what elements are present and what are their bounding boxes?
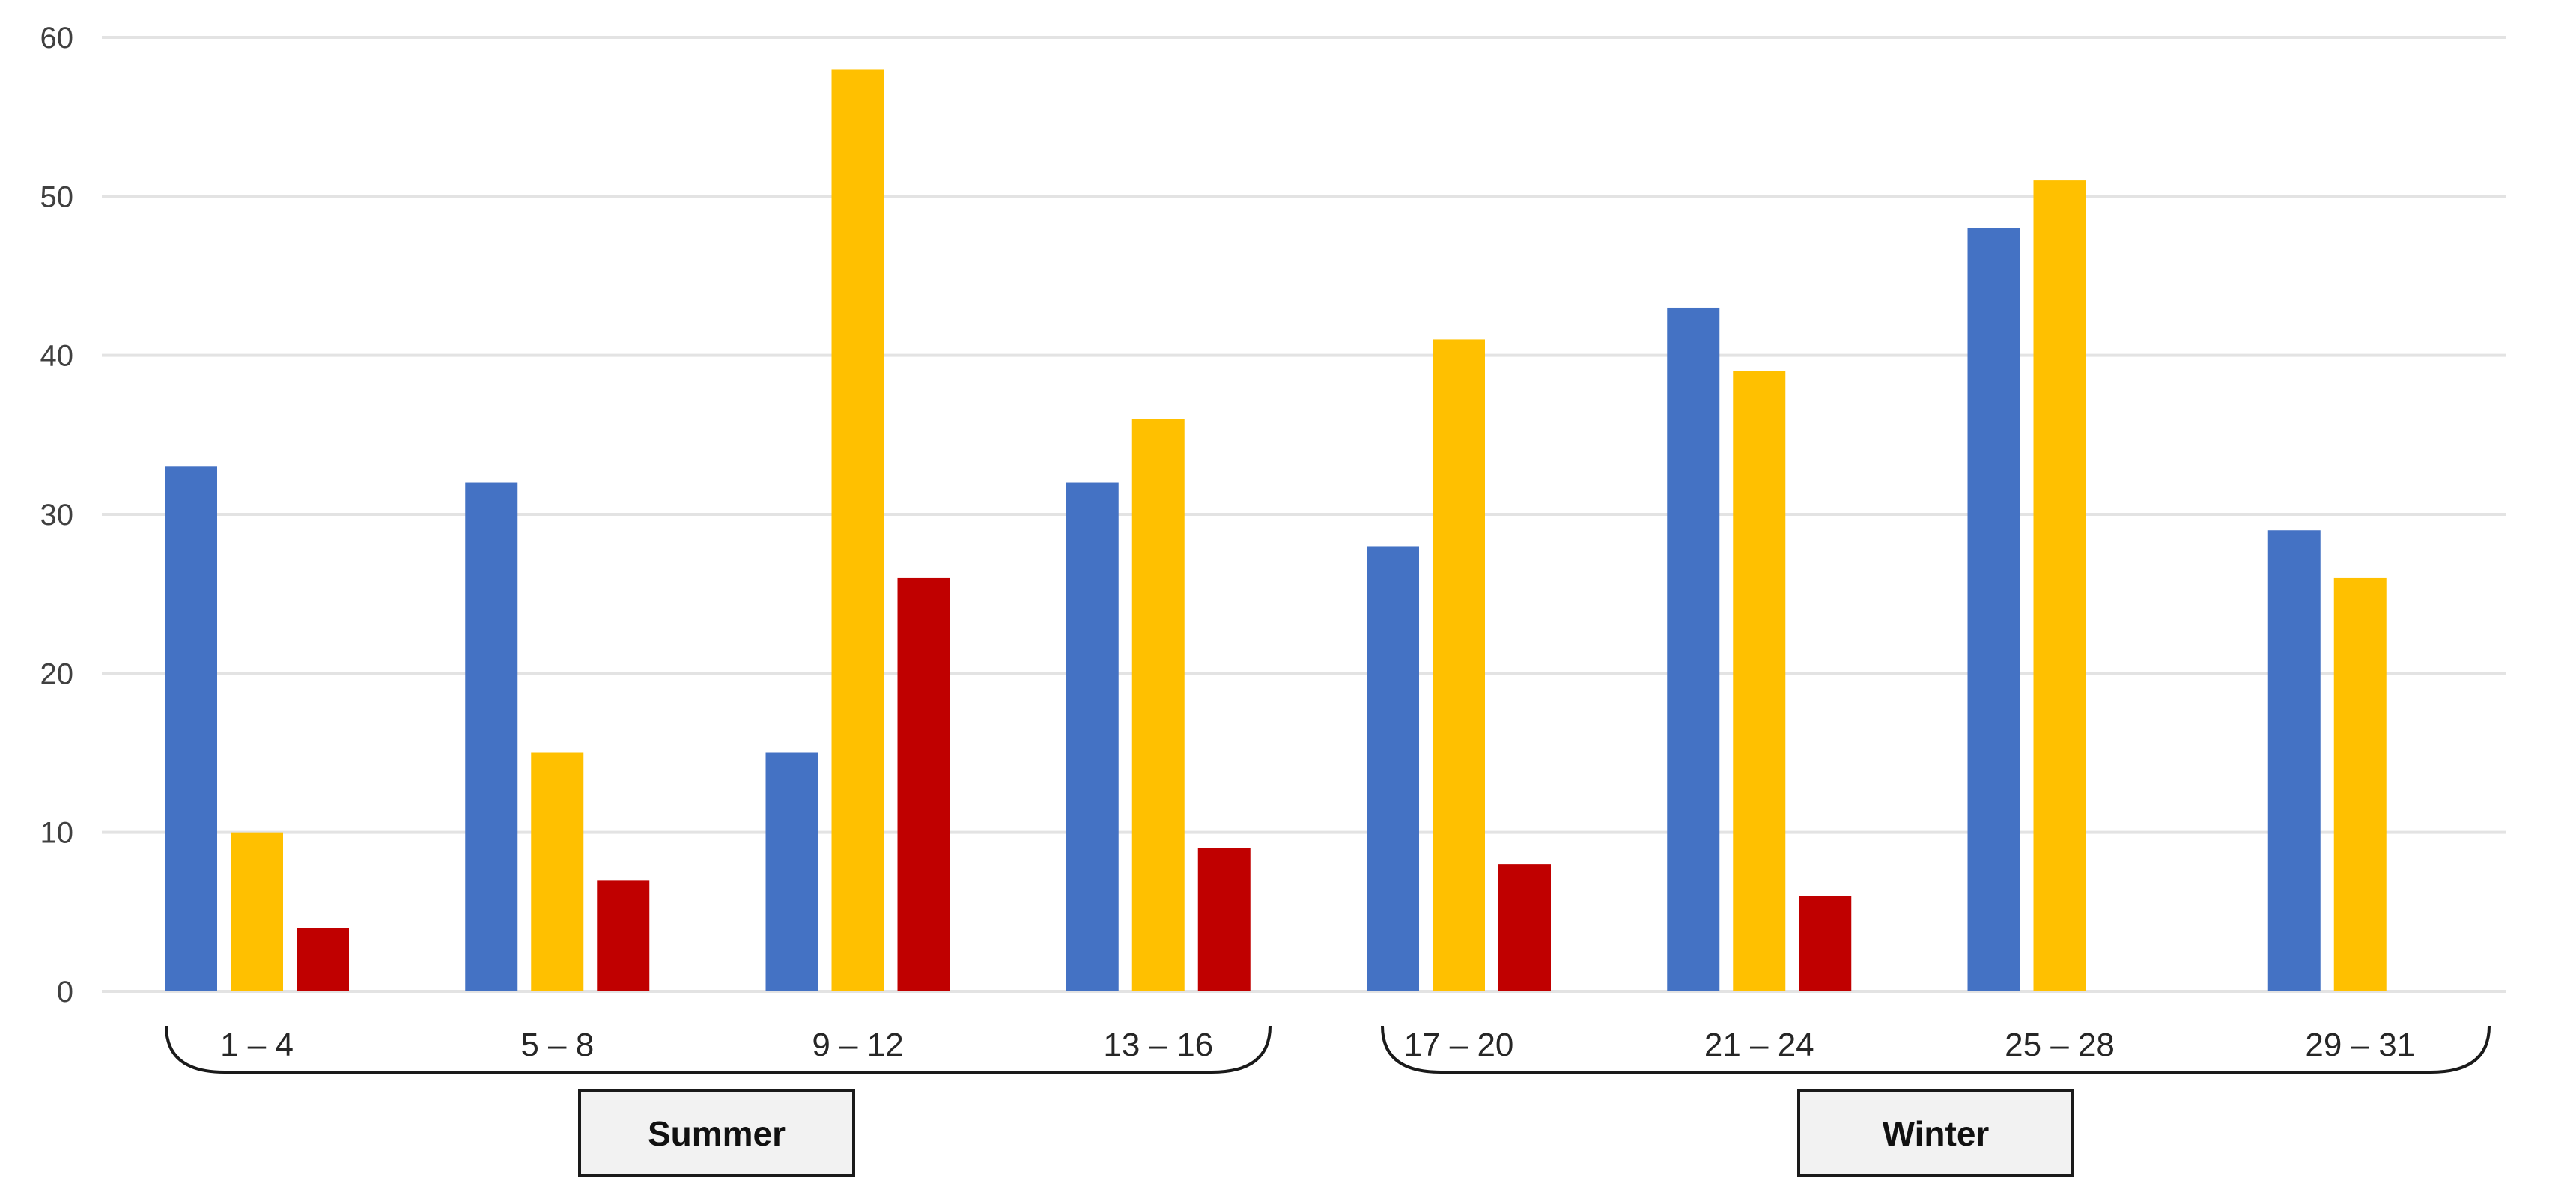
bar-series1-cat2 — [465, 482, 518, 991]
bar-series1-cat8 — [2267, 530, 2321, 991]
x-category-label: 21 – 24 — [1704, 1027, 1814, 1063]
x-category-label: 9 – 12 — [812, 1027, 903, 1063]
y-tick-label: 50 — [40, 180, 74, 213]
summer-brace — [165, 1025, 1272, 1074]
summer-group-box — [578, 1089, 855, 1177]
bar-series3-cat4 — [1197, 848, 1251, 991]
winter-brace — [1381, 1025, 2491, 1074]
bar-series2-cat2 — [531, 752, 584, 991]
bars — [165, 69, 2387, 992]
y-tick-label: 10 — [40, 817, 74, 850]
y-tick-label: 60 — [40, 22, 74, 55]
bar-series3-cat2 — [597, 880, 650, 991]
x-category-label: 17 – 20 — [1404, 1027, 1514, 1063]
y-axis-tick-labels: 0 10 20 30 40 50 60 — [40, 22, 74, 1009]
x-category-label: 25 – 28 — [2005, 1027, 2115, 1063]
bar-series1-cat5 — [1367, 546, 1419, 991]
gridlines — [102, 36, 2506, 993]
y-tick-label: 40 — [40, 340, 74, 373]
bar-series3-cat5 — [1498, 864, 1551, 991]
x-category-label: 1 – 4 — [220, 1027, 294, 1063]
bar-series2-cat4 — [1131, 419, 1185, 991]
bar-series3-cat3 — [897, 577, 950, 991]
winter-group-box — [1797, 1089, 2074, 1177]
bar-series2-cat8 — [2333, 577, 2387, 991]
x-category-label: 13 – 16 — [1103, 1027, 1213, 1063]
x-axis-category-labels: 1 – 4 5 – 8 9 – 12 13 – 16 17 – 20 21 – 24 25 … — [220, 1027, 2415, 1063]
y-tick-label: 20 — [40, 657, 74, 690]
bar-series2-cat1 — [231, 832, 283, 991]
bar-series1-cat3 — [765, 752, 818, 991]
bar-series2-cat6 — [1733, 371, 1786, 991]
bar-series2-cat5 — [1433, 339, 1485, 991]
bar-series3-cat6 — [1799, 896, 1852, 991]
bar-series1-cat7 — [1967, 228, 2020, 991]
y-tick-label: 30 — [40, 499, 74, 532]
bar-series1-cat6 — [1667, 307, 1720, 991]
x-category-label: 29 – 31 — [2305, 1027, 2415, 1063]
bar-series1-cat4 — [1066, 482, 1119, 991]
summer-group-label: Summer — [648, 1114, 786, 1153]
bar-series2-cat7 — [2033, 180, 2086, 992]
bar-series1-cat1 — [165, 466, 217, 991]
winter-group-label: Winter — [1883, 1114, 1990, 1153]
x-category-label: 5 – 8 — [520, 1027, 594, 1063]
y-tick-label: 0 — [57, 976, 73, 1009]
bar-series3-cat1 — [297, 928, 349, 991]
bar-series2-cat3 — [831, 69, 884, 991]
